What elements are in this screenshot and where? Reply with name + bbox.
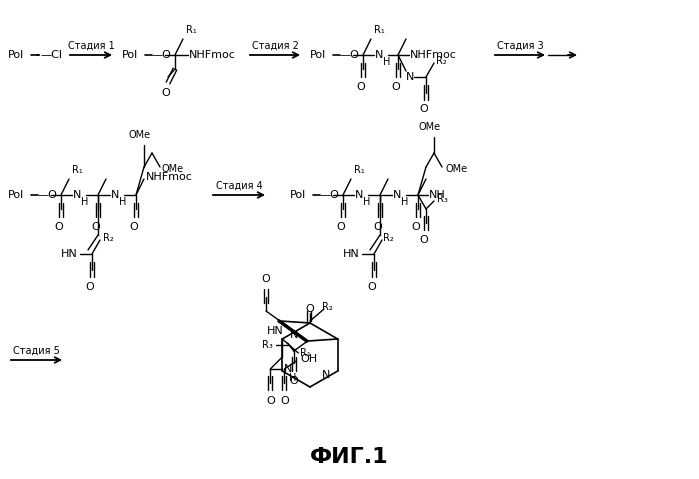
Text: O: O: [368, 282, 376, 292]
Text: OH: OH: [301, 354, 317, 364]
Text: H: H: [119, 197, 127, 207]
Text: H: H: [363, 197, 370, 207]
Text: R₃: R₃: [262, 340, 273, 350]
Text: N: N: [355, 190, 363, 200]
Text: Pol: Pol: [8, 190, 24, 200]
Text: NHFmoc: NHFmoc: [146, 172, 193, 182]
Text: O: O: [337, 222, 345, 232]
Text: Pol: Pol: [8, 50, 24, 60]
Text: O: O: [289, 376, 298, 386]
Text: —O: —O: [151, 50, 171, 60]
Text: NHFmoc: NHFmoc: [410, 50, 457, 60]
Text: H: H: [81, 197, 88, 207]
Text: R₁: R₁: [354, 165, 365, 175]
Text: HN: HN: [62, 249, 78, 259]
Text: HN: HN: [267, 326, 284, 336]
Text: R₁: R₁: [72, 165, 82, 175]
Text: Стадия 3: Стадия 3: [496, 41, 543, 51]
Text: OMe: OMe: [162, 164, 184, 174]
Text: O: O: [356, 82, 366, 92]
Text: N: N: [111, 190, 120, 200]
Text: OMe: OMe: [445, 164, 467, 174]
Text: O: O: [161, 88, 171, 98]
Text: H: H: [289, 373, 296, 383]
Text: N: N: [73, 190, 81, 200]
Text: OMe: OMe: [419, 122, 441, 132]
Text: O: O: [85, 282, 94, 292]
Text: R₃: R₃: [437, 194, 448, 204]
Text: R₁: R₁: [374, 25, 384, 35]
Text: O: O: [129, 222, 138, 232]
Text: O: O: [266, 396, 275, 406]
Text: O: O: [412, 222, 420, 232]
Text: N: N: [393, 190, 401, 200]
Text: N: N: [322, 370, 330, 380]
Text: R₁: R₁: [186, 25, 196, 35]
Text: Стадия 2: Стадия 2: [252, 41, 298, 51]
Text: N: N: [375, 50, 383, 60]
Text: HN: HN: [343, 249, 360, 259]
Text: O: O: [280, 396, 289, 406]
Text: O: O: [419, 235, 428, 245]
Text: ФИГ.1: ФИГ.1: [310, 447, 389, 467]
Text: Стадия 4: Стадия 4: [215, 181, 262, 191]
Text: —Cl: —Cl: [40, 50, 62, 60]
Text: O: O: [261, 274, 271, 284]
Text: —O: —O: [319, 190, 339, 200]
Text: O: O: [55, 222, 64, 232]
Text: O: O: [305, 304, 315, 314]
Text: R₂: R₂: [436, 56, 447, 66]
Text: R₁: R₁: [301, 348, 311, 358]
Text: —O: —O: [339, 50, 359, 60]
Text: O: O: [374, 222, 382, 232]
Text: H: H: [401, 197, 408, 207]
Text: O: O: [92, 222, 101, 232]
Text: —O: —O: [37, 190, 57, 200]
Text: NHFmoc: NHFmoc: [189, 50, 236, 60]
Text: Стадия 5: Стадия 5: [13, 346, 60, 356]
Text: Pol: Pol: [122, 50, 138, 60]
Text: NH: NH: [429, 190, 446, 200]
Text: N: N: [406, 72, 415, 82]
Text: O: O: [391, 82, 401, 92]
Text: OMe: OMe: [129, 130, 151, 140]
Text: R₂: R₂: [103, 233, 114, 243]
Text: R₂: R₂: [322, 302, 333, 312]
Text: N: N: [284, 364, 293, 374]
Text: O: O: [419, 104, 428, 114]
Text: N: N: [290, 330, 298, 340]
Text: Pol: Pol: [310, 50, 326, 60]
Text: H: H: [383, 57, 390, 67]
Text: Стадия 1: Стадия 1: [68, 41, 115, 51]
Text: Pol: Pol: [290, 190, 306, 200]
Text: R₂: R₂: [383, 233, 394, 243]
